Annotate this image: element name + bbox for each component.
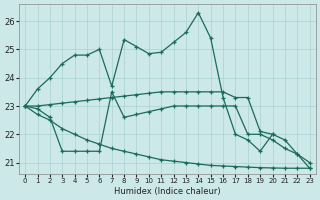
X-axis label: Humidex (Indice chaleur): Humidex (Indice chaleur) (114, 187, 221, 196)
